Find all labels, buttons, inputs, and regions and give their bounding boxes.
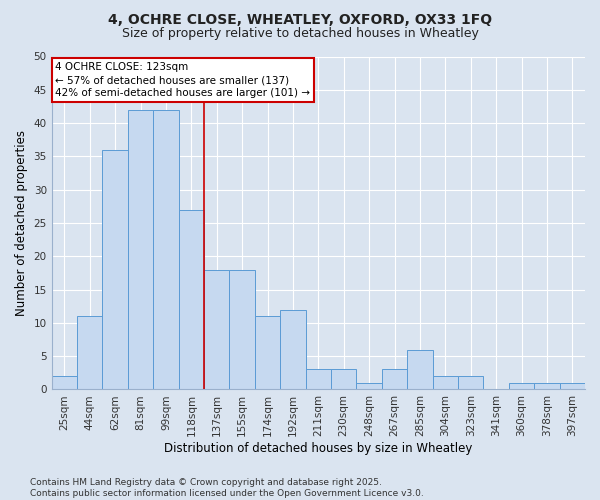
Bar bbox=[458, 376, 484, 390]
Text: 4 OCHRE CLOSE: 123sqm
← 57% of detached houses are smaller (137)
42% of semi-det: 4 OCHRE CLOSE: 123sqm ← 57% of detached … bbox=[55, 62, 310, 98]
Bar bbox=[534, 383, 560, 390]
Bar bbox=[331, 370, 356, 390]
Bar bbox=[560, 383, 585, 390]
Bar bbox=[382, 370, 407, 390]
Bar bbox=[103, 150, 128, 390]
Bar bbox=[52, 376, 77, 390]
Y-axis label: Number of detached properties: Number of detached properties bbox=[15, 130, 28, 316]
Bar bbox=[77, 316, 103, 390]
Bar bbox=[407, 350, 433, 390]
Bar bbox=[229, 270, 255, 390]
Bar bbox=[204, 270, 229, 390]
X-axis label: Distribution of detached houses by size in Wheatley: Distribution of detached houses by size … bbox=[164, 442, 473, 455]
Bar bbox=[179, 210, 204, 390]
Bar bbox=[280, 310, 305, 390]
Text: 4, OCHRE CLOSE, WHEATLEY, OXFORD, OX33 1FQ: 4, OCHRE CLOSE, WHEATLEY, OXFORD, OX33 1… bbox=[108, 12, 492, 26]
Bar bbox=[153, 110, 179, 390]
Text: Size of property relative to detached houses in Wheatley: Size of property relative to detached ho… bbox=[122, 28, 478, 40]
Bar bbox=[356, 383, 382, 390]
Bar bbox=[255, 316, 280, 390]
Bar bbox=[509, 383, 534, 390]
Bar bbox=[305, 370, 331, 390]
Bar bbox=[128, 110, 153, 390]
Text: Contains HM Land Registry data © Crown copyright and database right 2025.
Contai: Contains HM Land Registry data © Crown c… bbox=[30, 478, 424, 498]
Bar bbox=[433, 376, 458, 390]
